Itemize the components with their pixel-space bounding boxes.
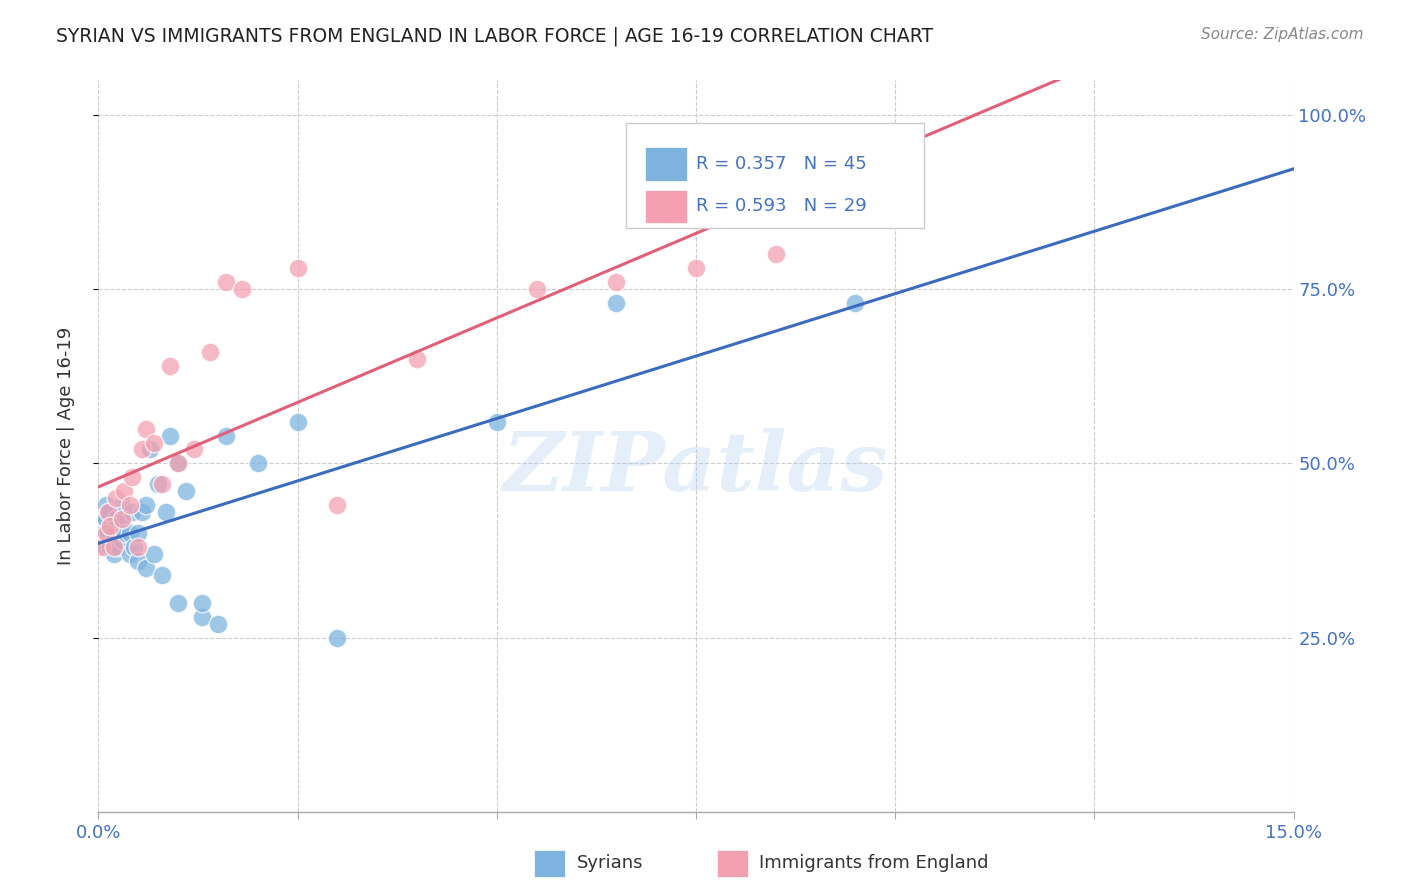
Point — [287, 261, 309, 276]
Point — [287, 415, 309, 429]
Point — [155, 505, 177, 519]
Point — [198, 345, 221, 359]
Point — [96, 526, 118, 541]
Point — [103, 547, 125, 561]
Y-axis label: In Labor Force | Age 16-19: In Labor Force | Age 16-19 — [56, 326, 75, 566]
Point — [96, 512, 118, 526]
Text: R = 0.593   N = 29: R = 0.593 N = 29 — [696, 197, 866, 216]
Point — [120, 526, 142, 541]
Point — [148, 477, 170, 491]
Point — [127, 554, 149, 568]
Point — [485, 415, 508, 429]
Point — [231, 282, 253, 296]
Point — [107, 540, 129, 554]
Point — [406, 351, 429, 366]
Point — [159, 359, 181, 373]
Point — [765, 247, 787, 261]
Point — [135, 561, 157, 575]
Point — [112, 484, 135, 499]
Point — [98, 519, 122, 533]
Point — [167, 457, 190, 471]
Point — [167, 457, 190, 471]
Point — [104, 491, 127, 506]
Point — [191, 596, 214, 610]
Point — [127, 526, 149, 541]
Point — [127, 540, 149, 554]
Point — [120, 498, 142, 512]
Point — [844, 296, 866, 310]
Point — [326, 631, 349, 645]
Point — [111, 512, 134, 526]
Point — [844, 136, 866, 150]
Point — [174, 484, 197, 499]
Point — [135, 421, 157, 435]
Text: Syrians: Syrians — [576, 855, 643, 872]
Point — [167, 596, 190, 610]
Point — [91, 540, 114, 554]
Point — [96, 540, 118, 554]
Point — [121, 505, 143, 519]
Point — [111, 498, 134, 512]
Point — [121, 470, 143, 484]
Point — [135, 498, 157, 512]
Point — [91, 526, 114, 541]
Text: Immigrants from England: Immigrants from England — [759, 855, 988, 872]
Point — [326, 498, 349, 512]
Point — [97, 526, 120, 541]
Text: SYRIAN VS IMMIGRANTS FROM ENGLAND IN LABOR FORCE | AGE 16-19 CORRELATION CHART: SYRIAN VS IMMIGRANTS FROM ENGLAND IN LAB… — [56, 27, 934, 46]
Point — [98, 519, 122, 533]
Point — [685, 261, 707, 276]
Point — [143, 547, 166, 561]
Point — [207, 616, 229, 631]
Point — [150, 477, 173, 491]
Point — [215, 428, 238, 442]
Point — [97, 505, 120, 519]
Text: R = 0.357   N = 45: R = 0.357 N = 45 — [696, 155, 866, 173]
Point — [124, 540, 146, 554]
Point — [111, 533, 134, 547]
Point — [104, 512, 127, 526]
Point — [159, 428, 181, 442]
Point — [112, 526, 135, 541]
Point — [183, 442, 205, 457]
Point — [94, 512, 117, 526]
Point — [526, 282, 548, 296]
Point — [111, 512, 134, 526]
Text: ZIPatlas: ZIPatlas — [503, 428, 889, 508]
Point — [103, 540, 125, 554]
Point — [605, 275, 627, 289]
Point — [143, 435, 166, 450]
Point — [246, 457, 269, 471]
Point — [139, 442, 162, 457]
Point — [191, 609, 214, 624]
Point — [215, 275, 238, 289]
Point — [150, 567, 173, 582]
Point — [120, 547, 142, 561]
Point — [98, 540, 122, 554]
Point — [96, 498, 118, 512]
Point — [97, 505, 120, 519]
Point — [131, 505, 153, 519]
Point — [605, 296, 627, 310]
Point — [103, 526, 125, 541]
Point — [131, 442, 153, 457]
Text: Source: ZipAtlas.com: Source: ZipAtlas.com — [1201, 27, 1364, 42]
